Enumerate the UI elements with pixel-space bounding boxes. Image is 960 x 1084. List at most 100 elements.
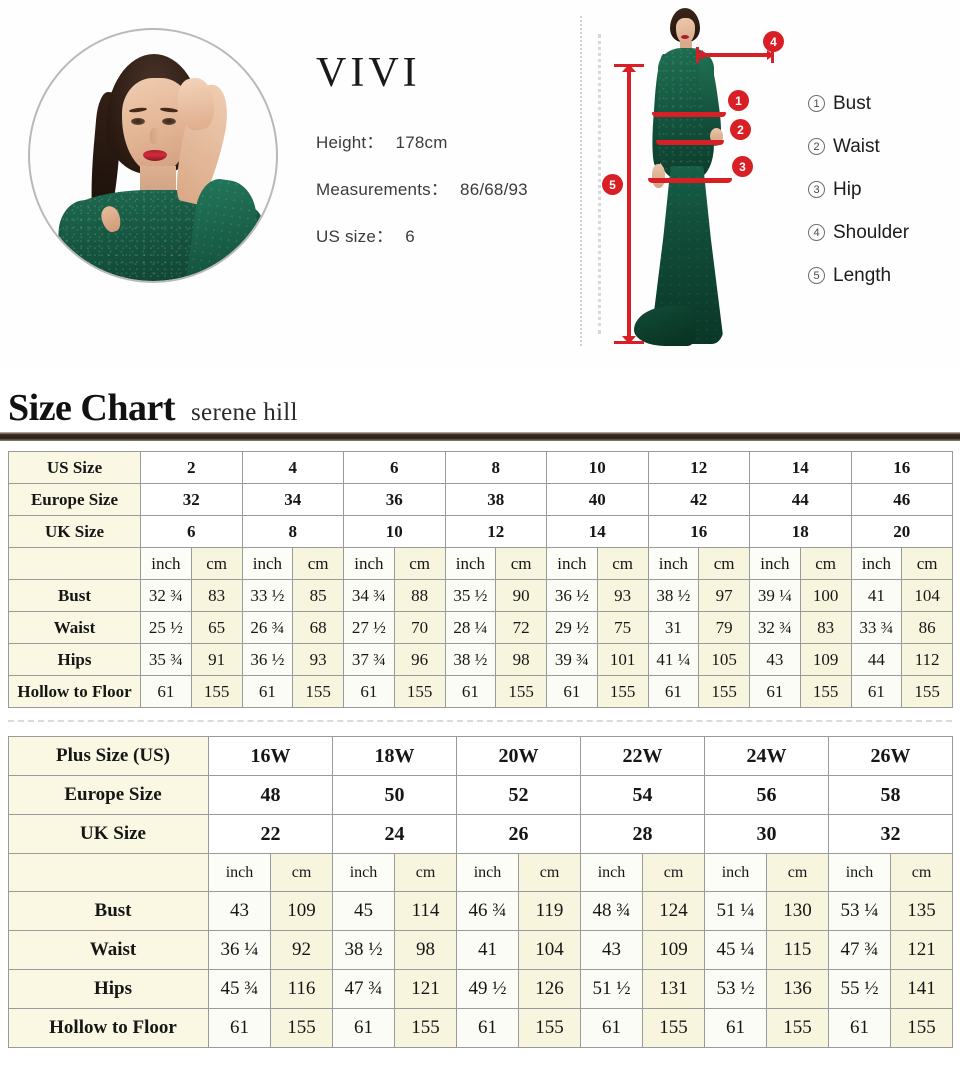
plus-cell-hollow-cm-4: 155 — [642, 1008, 705, 1048]
plus-size-table-wrap: Plus Size (US) 16W 18W 20W 22W 24W 26W E… — [0, 736, 960, 1048]
row-label-waist: Waist — [8, 611, 141, 644]
cell-us-size-1: 2 — [140, 451, 243, 484]
title-divider-rule — [0, 432, 960, 441]
plus-cell-size-3: 20W — [456, 736, 581, 776]
plus-cell-waist-inch-4: 43 — [580, 930, 643, 970]
plus-cell-eu-4: 54 — [580, 775, 705, 815]
plus-cell-hollow-cm-6: 155 — [890, 1008, 953, 1048]
plus-table-row-waist: Waist 36 ¼ 92 38 ½ 98 41 104 43 109 45 ¼… — [8, 930, 953, 970]
figure-lips — [681, 35, 689, 39]
plus-unit-inch-3: inch — [456, 853, 519, 892]
cell-waist-inch-4: 28 ¼ — [444, 611, 497, 644]
cell-waist-cm-2: 68 — [292, 611, 344, 644]
cell-waist-inch-6: 31 — [647, 611, 700, 644]
plus-unit-cm-1: cm — [270, 853, 333, 892]
standard-size-table: US Size 2 4 6 8 10 12 14 16 Europe Size … — [8, 451, 953, 708]
row-label-units-blank — [8, 547, 141, 580]
cell-uk-size-4: 12 — [444, 515, 547, 548]
row-label-us-size: US Size — [8, 451, 141, 484]
marker-3-hip: 3 — [732, 156, 753, 177]
cell-waist-cm-6: 79 — [698, 611, 750, 644]
plus-cell-bust-inch-5: 51 ¼ — [704, 891, 767, 931]
plus-cell-waist-cm-6: 121 — [890, 930, 953, 970]
model-info-panel: VIVI Height： 178cm Measurements： 86/68/93 … — [0, 0, 960, 368]
table-separator-dashed — [8, 720, 952, 722]
plus-unit-inch-5: inch — [704, 853, 767, 892]
legend-number-1-icon: 1 — [808, 95, 825, 112]
plus-cell-hips-cm-1: 116 — [270, 969, 333, 1009]
cell-hollow-cm-8: 155 — [901, 675, 953, 708]
marker-2-waist: 2 — [730, 119, 751, 140]
table-row-us-size: US Size 2 4 6 8 10 12 14 16 — [8, 451, 953, 484]
cell-uk-size-2: 8 — [241, 515, 344, 548]
unit-inch-4: inch — [444, 547, 497, 580]
unit-cm-3: cm — [393, 547, 446, 580]
lips — [143, 150, 167, 161]
plus-cell-size-1: 16W — [208, 736, 333, 776]
plus-cell-hips-cm-5: 136 — [766, 969, 829, 1009]
us-size-colon: ： — [375, 227, 394, 246]
cell-hollow-cm-7: 155 — [799, 675, 852, 708]
length-arrow-tip-bottom — [622, 336, 636, 344]
cell-hollow-inch-8: 61 — [850, 675, 903, 708]
cell-bust-inch-3: 34 ¾ — [343, 579, 395, 612]
cell-hips-cm-6: 105 — [698, 643, 750, 676]
cell-us-size-6: 12 — [647, 451, 750, 484]
cell-hips-inch-7: 43 — [749, 643, 801, 676]
plus-cell-hollow-cm-5: 155 — [766, 1008, 829, 1048]
cell-waist-cm-3: 70 — [393, 611, 446, 644]
cell-hips-inch-2: 36 ½ — [241, 643, 294, 676]
plus-cell-hollow-cm-1: 155 — [270, 1008, 333, 1048]
cell-hollow-inch-3: 61 — [343, 675, 395, 708]
cell-us-size-8: 16 — [850, 451, 953, 484]
plus-cell-eu-1: 48 — [208, 775, 333, 815]
row-label-europe-size: Europe Size — [8, 483, 141, 516]
unit-inch-1: inch — [140, 547, 192, 580]
cell-bust-cm-1: 83 — [190, 579, 243, 612]
cell-waist-inch-2: 26 ¾ — [241, 611, 294, 644]
plus-cell-bust-inch-2: 45 — [332, 891, 395, 931]
plus-row-label-hips: Hips — [8, 969, 209, 1009]
cell-bust-inch-4: 35 ½ — [444, 579, 497, 612]
cell-uk-size-3: 10 — [343, 515, 446, 548]
measurements-colon: ： — [430, 180, 449, 199]
shoulder-arrow-bar — [700, 53, 770, 57]
cell-uk-size-6: 16 — [647, 515, 750, 548]
plus-cell-hips-inch-6: 55 ½ — [828, 969, 891, 1009]
portrait-image — [30, 30, 276, 281]
plus-cell-uk-6: 32 — [828, 814, 953, 854]
unit-inch-6: inch — [647, 547, 700, 580]
marker-5-length: 5 — [602, 174, 623, 195]
cell-hips-cm-2: 93 — [292, 643, 344, 676]
cell-waist-inch-8: 33 ¾ — [850, 611, 903, 644]
plus-cell-hips-inch-3: 49 ½ — [456, 969, 519, 1009]
model-portrait — [28, 28, 278, 283]
plus-unit-cm-3: cm — [518, 853, 581, 892]
plus-cell-bust-cm-6: 135 — [890, 891, 953, 931]
cell-bust-cm-2: 85 — [292, 579, 344, 612]
plus-unit-cm-2: cm — [394, 853, 457, 892]
cell-hollow-cm-6: 155 — [698, 675, 750, 708]
plus-table-row-hips: Hips 45 ¾ 116 47 ¾ 121 49 ½ 126 51 ½ 131… — [8, 969, 953, 1009]
measurement-diagram: 1 2 3 4 5 — [596, 6, 796, 356]
legend-label-shoulder: Shoulder — [833, 221, 910, 243]
row-label-uk-size: UK Size — [8, 515, 141, 548]
plus-cell-hollow-inch-5: 61 — [704, 1008, 767, 1048]
cell-hips-cm-1: 91 — [190, 643, 243, 676]
table-row-europe-size: Europe Size 32 34 36 38 40 42 44 46 — [8, 483, 953, 516]
length-arrow-tip-top — [622, 64, 636, 72]
cell-hips-cm-5: 101 — [596, 643, 649, 676]
cell-waist-cm-1: 65 — [190, 611, 243, 644]
unit-cm-4: cm — [495, 547, 547, 580]
model-name: VIVI — [316, 50, 421, 96]
length-measure-arrow — [614, 64, 644, 344]
height-colon: ： — [366, 133, 384, 152]
cell-bust-inch-8: 41 — [850, 579, 903, 612]
legend-item-hip: 3 Hip — [808, 168, 909, 211]
plus-table-row-plus-size: Plus Size (US) 16W 18W 20W 22W 24W 26W — [8, 736, 953, 776]
legend-label-bust: Bust — [833, 92, 872, 114]
plus-cell-bust-cm-4: 124 — [642, 891, 705, 931]
cell-hollow-cm-4: 155 — [495, 675, 547, 708]
cell-waist-inch-7: 32 ¾ — [749, 611, 801, 644]
plus-cell-bust-cm-1: 109 — [270, 891, 333, 931]
